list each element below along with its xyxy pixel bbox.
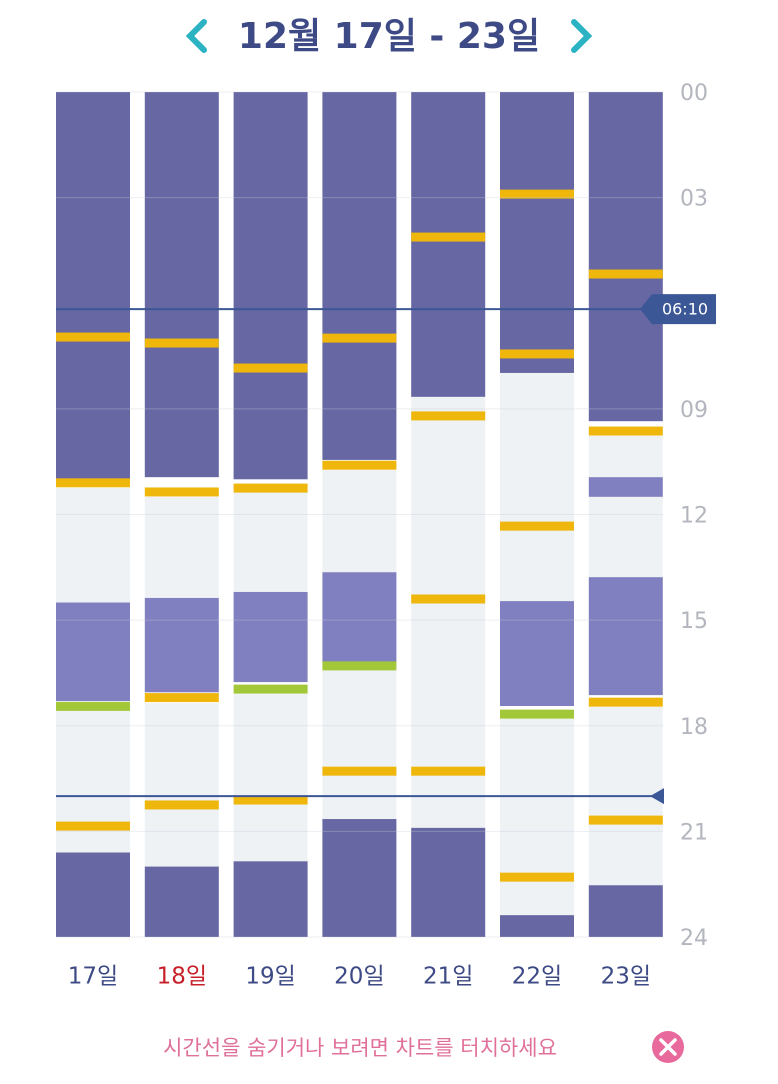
hint: 시간선을 숨기거나 보려면 차트를 터치하세요: [163, 1036, 557, 1060]
x-tick-label: 22일: [512, 964, 562, 990]
y-tick-label: 12: [680, 504, 708, 529]
segment: [233, 92, 308, 480]
marker: [144, 487, 219, 497]
marker: [233, 483, 308, 493]
marker: [233, 795, 308, 805]
marker: [411, 411, 486, 421]
prev-week[interactable]: [185, 19, 207, 53]
segment: [500, 372, 574, 602]
marker: [500, 709, 574, 719]
marker: [56, 821, 130, 831]
marker: [588, 815, 663, 825]
segment: [322, 92, 397, 460]
segment: [322, 572, 397, 663]
segment: [233, 491, 308, 592]
time-label: 06:10: [662, 300, 708, 319]
segment: [144, 496, 219, 598]
chart-title: 12월 17일 - 23일: [238, 16, 540, 57]
x-tick-label: 20일: [334, 964, 384, 990]
segment: [56, 488, 130, 603]
segment: [233, 591, 308, 683]
marker: [322, 460, 397, 470]
time-badge: [640, 294, 716, 325]
marker: [500, 349, 574, 359]
marker: [322, 333, 397, 343]
y-tick-label: 03: [680, 187, 708, 212]
segment: [322, 819, 397, 937]
segment: [144, 597, 219, 693]
marker: [500, 189, 574, 199]
x-tick-label: 18일: [157, 964, 207, 990]
segment: [588, 435, 663, 478]
segment: [500, 601, 574, 707]
marker: [411, 232, 486, 242]
segment: [588, 885, 663, 937]
x-tick-label: 19일: [245, 964, 295, 990]
marker: [144, 800, 219, 810]
segment: [500, 92, 574, 373]
marker: [500, 521, 574, 531]
segment: [322, 470, 397, 573]
y-tick-label: 18: [680, 715, 708, 740]
marker: [56, 701, 130, 711]
segment: [588, 92, 663, 422]
segment: [500, 915, 574, 937]
segment: [144, 866, 219, 937]
marker: [500, 872, 574, 882]
x-tick-label: 21일: [423, 964, 473, 990]
segment: [588, 477, 663, 497]
close-button[interactable]: [652, 1031, 684, 1063]
marker: [588, 697, 663, 707]
marker: [233, 684, 308, 694]
marker: [56, 478, 130, 488]
y-tick-label: 09: [680, 398, 708, 423]
marker: [144, 693, 219, 703]
segment: [56, 92, 130, 480]
y-tick-label: 00: [680, 81, 708, 106]
y-tick-label: 24: [680, 926, 708, 951]
segment: [411, 396, 486, 828]
time-arrow: [650, 788, 664, 805]
segment: [411, 92, 486, 397]
marker: [144, 338, 219, 348]
segment: [411, 827, 486, 937]
marker: [322, 661, 397, 671]
segment: [144, 92, 219, 478]
marker: [588, 269, 663, 279]
marker: [411, 766, 486, 776]
x-tick-label: 23일: [601, 964, 651, 990]
segment: [588, 496, 663, 578]
segment: [500, 718, 574, 916]
marker: [588, 426, 663, 436]
y-tick-label: 15: [680, 609, 708, 634]
y-tick-label: 21: [680, 820, 708, 845]
segment: [588, 577, 663, 696]
next-week[interactable]: [571, 19, 593, 53]
marker: [56, 332, 130, 342]
marker: [233, 363, 308, 373]
segment: [56, 852, 130, 937]
x-tick-label: 17일: [68, 964, 118, 990]
segment: [144, 703, 219, 867]
marker: [411, 594, 486, 604]
marker: [322, 766, 397, 776]
segment: [233, 861, 308, 937]
segment: [322, 670, 397, 820]
segment: [233, 694, 308, 862]
segment: [56, 602, 130, 702]
